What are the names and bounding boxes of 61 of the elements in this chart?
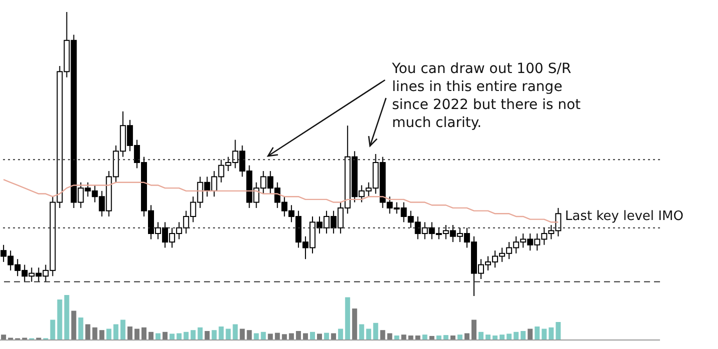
bar xyxy=(134,328,140,340)
bar xyxy=(92,327,98,340)
ref-line-label: Last key level IMO xyxy=(565,208,684,224)
bar xyxy=(542,328,547,340)
bar xyxy=(204,331,210,340)
bar xyxy=(556,322,561,340)
bar xyxy=(443,335,448,340)
bar xyxy=(78,318,84,340)
bar xyxy=(534,326,540,340)
bar xyxy=(296,331,301,340)
bar xyxy=(422,334,428,340)
bar xyxy=(514,332,519,340)
bar xyxy=(486,334,491,340)
bar xyxy=(471,320,476,340)
bar xyxy=(274,332,280,340)
bar xyxy=(106,328,112,340)
bar xyxy=(127,326,132,340)
bar xyxy=(57,300,62,340)
bar xyxy=(260,332,266,340)
bar xyxy=(113,324,118,340)
bar xyxy=(246,330,252,340)
bar xyxy=(198,327,203,340)
bar xyxy=(338,328,344,340)
bar xyxy=(528,328,533,340)
bar xyxy=(324,332,330,340)
bar xyxy=(478,332,484,340)
bar xyxy=(520,331,526,340)
bar xyxy=(359,324,364,340)
bar xyxy=(240,328,245,340)
bar xyxy=(345,297,350,340)
bar xyxy=(170,334,175,340)
bar xyxy=(457,334,462,340)
bar xyxy=(352,308,358,340)
bar xyxy=(162,332,168,340)
bar xyxy=(226,328,231,340)
bar xyxy=(190,330,196,340)
bar xyxy=(282,334,287,340)
bar xyxy=(380,330,386,340)
bar xyxy=(373,322,378,340)
bar xyxy=(120,320,126,340)
annotation: You can draw out 100 S/R lines in this entire range since 2022 but there is not much clarity. xyxy=(392,60,582,132)
bar xyxy=(1,334,6,340)
bar xyxy=(366,328,372,340)
bar xyxy=(141,327,146,340)
bar xyxy=(500,334,505,340)
bar xyxy=(184,332,189,340)
bar xyxy=(218,326,224,340)
bar xyxy=(64,295,70,340)
bar xyxy=(85,324,90,340)
bar xyxy=(506,334,512,340)
bar xyxy=(548,327,554,340)
bar xyxy=(310,332,315,340)
bar xyxy=(99,330,104,340)
bar xyxy=(268,334,273,340)
bar xyxy=(317,334,322,340)
bar xyxy=(148,332,154,340)
bar xyxy=(50,320,56,340)
bar xyxy=(401,334,406,340)
bar xyxy=(212,330,217,340)
bar xyxy=(232,324,238,340)
bar xyxy=(71,310,76,340)
